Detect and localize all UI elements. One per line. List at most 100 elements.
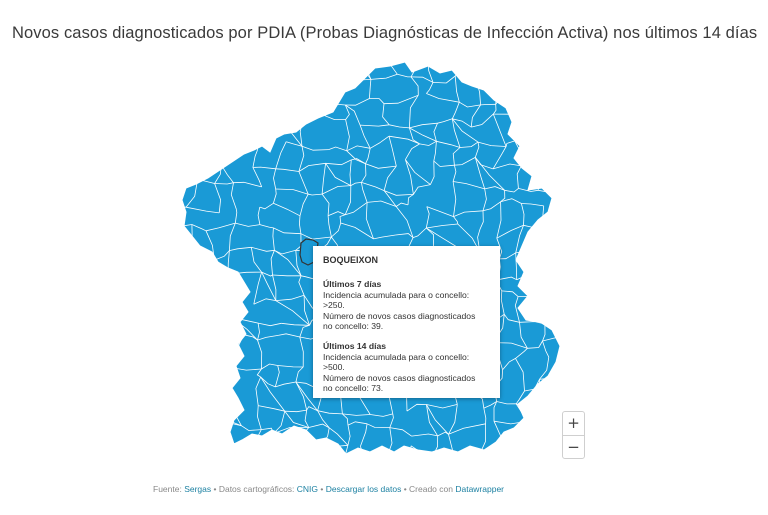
municipality-border-line <box>210 443 241 452</box>
municipality-border-line <box>193 408 214 415</box>
municipality-border-line <box>384 62 398 75</box>
municipality-border-line <box>325 163 351 186</box>
municipality-border-line <box>409 127 437 142</box>
municipality-border-line <box>238 101 255 107</box>
zoom-out-button[interactable]: − <box>563 436 584 459</box>
municipality-border-line <box>185 120 189 150</box>
municipality-border-line <box>345 104 361 126</box>
municipality-border-line <box>571 254 584 257</box>
download-data-link[interactable]: Descargar los datos <box>325 484 402 494</box>
municipality-border-line <box>295 381 318 411</box>
municipality-border-line <box>366 423 390 428</box>
municipality-border-line <box>344 445 349 454</box>
municipality-border-line <box>168 290 177 316</box>
municipality-border-line <box>323 70 339 76</box>
municipality-border-line <box>368 468 392 480</box>
municipality-border-line <box>484 186 505 191</box>
municipality-border-line <box>349 159 352 186</box>
municipality-border-line <box>410 76 419 96</box>
municipality-border-line <box>542 62 551 85</box>
municipality-border-line <box>542 334 560 342</box>
municipality-border-line <box>270 250 275 276</box>
municipality-border-line <box>503 70 519 82</box>
source-link[interactable]: Sergas <box>184 484 212 494</box>
municipality-border-line <box>537 293 559 299</box>
municipality-border-line <box>567 104 589 127</box>
municipality-border-line <box>361 182 385 191</box>
municipality-border-line <box>437 118 453 124</box>
footer-source-prefix: Fuente: <box>153 484 185 494</box>
municipality-border-line <box>409 127 420 145</box>
municipality-border-line <box>251 246 275 252</box>
municipality-border-line <box>331 222 342 238</box>
municipality-border-line <box>565 161 586 185</box>
municipality-border-line <box>515 225 524 253</box>
municipality-border-line <box>502 62 517 64</box>
municipality-border-line <box>409 94 419 128</box>
municipality-border-line <box>496 201 502 239</box>
municipality-border-line <box>369 98 385 104</box>
municipality-border-line <box>388 135 420 145</box>
zoom-in-button[interactable]: + <box>563 412 584 435</box>
municipality-border-line <box>298 171 309 195</box>
municipality-border-line <box>174 316 177 345</box>
municipality-border-line <box>253 106 263 116</box>
municipality-border-line <box>567 83 573 105</box>
municipality-border-line <box>168 210 172 234</box>
municipality-border-line <box>235 222 260 227</box>
municipality-border-line <box>480 103 496 106</box>
municipality-border-line <box>299 194 309 216</box>
municipality-border-line <box>295 381 308 411</box>
municipality-border-line <box>306 406 318 412</box>
municipality-border-line <box>281 322 310 326</box>
municipality-border-line <box>565 161 574 189</box>
municipality-border-line <box>407 194 414 205</box>
datawrapper-link[interactable]: Datawrapper <box>455 484 505 494</box>
municipality-border-line <box>212 271 229 275</box>
municipality-border-line <box>260 376 276 388</box>
municipality-border-line <box>426 227 435 250</box>
map-data-link[interactable]: CNIG <box>296 484 319 494</box>
municipality-border-line <box>319 446 325 454</box>
municipality-border-line <box>499 252 516 260</box>
municipality-border-line <box>425 206 430 229</box>
municipality-border-line <box>515 390 525 405</box>
municipality-border-line <box>495 70 505 105</box>
municipality-border-line <box>405 159 414 195</box>
municipality-border-line <box>536 122 545 151</box>
municipality-border-line <box>257 405 262 430</box>
municipality-border-line <box>389 413 394 428</box>
municipality-tooltip: BOQUEIXON Últimos 7 días Incidencia acum… <box>313 246 500 398</box>
municipality-border-line <box>240 447 255 453</box>
municipality-border-line <box>515 358 525 392</box>
municipality-border-line <box>565 316 568 336</box>
municipality-border-line <box>433 123 438 142</box>
municipality-border-line <box>506 444 526 454</box>
municipality-border-line <box>191 253 215 261</box>
municipality-border-line <box>185 82 210 86</box>
municipality-border-line <box>257 335 279 341</box>
municipality-border-line <box>274 249 302 277</box>
municipality-border-line <box>261 363 278 370</box>
municipality-border-line <box>257 207 261 225</box>
municipality-border-line <box>275 294 305 301</box>
municipality-border-line <box>212 413 219 425</box>
municipality-border-line <box>184 342 196 358</box>
municipality-border-line <box>264 497 274 499</box>
municipality-border-line <box>483 408 487 424</box>
municipality-border-line <box>492 163 522 170</box>
municipality-border-line <box>253 451 259 454</box>
municipality-border-line <box>182 113 189 122</box>
municipality-border-line <box>182 385 194 410</box>
municipality-border-line <box>182 224 192 234</box>
municipality-border-line <box>426 223 458 229</box>
municipality-border-line <box>229 292 239 317</box>
municipality-border-line <box>185 142 217 150</box>
municipality-border-line <box>503 467 526 473</box>
municipality-border-line <box>167 386 169 401</box>
tooltip-incidence-label-7: Incidencia acumulada para o concello: <box>323 289 470 300</box>
municipality-border-line <box>551 479 561 502</box>
tooltip-cases-value-14: no concello: 73. <box>323 383 384 394</box>
municipality-border-line <box>193 321 199 343</box>
municipality-border-line <box>346 468 369 476</box>
